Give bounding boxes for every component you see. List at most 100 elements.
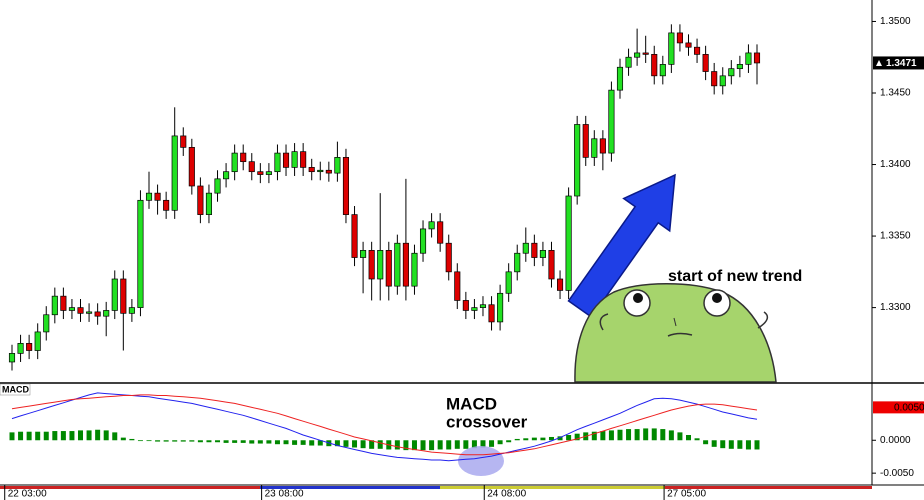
histogram-bar bbox=[420, 440, 426, 451]
histogram-bar bbox=[112, 432, 118, 441]
histogram-bar bbox=[249, 440, 255, 444]
candle-body bbox=[51, 295, 58, 316]
session-strip bbox=[440, 486, 665, 489]
histogram-bar bbox=[352, 440, 358, 448]
histogram-bar bbox=[129, 438, 135, 441]
histogram-bar bbox=[557, 436, 563, 441]
y-tick-label: 0.0000 bbox=[880, 435, 911, 446]
histogram-bar bbox=[737, 440, 743, 449]
histogram-bar bbox=[95, 429, 101, 441]
y-tick-label: 1.3350 bbox=[880, 231, 911, 242]
candle-body bbox=[394, 242, 401, 287]
histogram-bar bbox=[626, 429, 632, 441]
candle-body bbox=[488, 304, 495, 323]
candle-body bbox=[34, 331, 41, 351]
candle-body bbox=[171, 135, 178, 211]
panel-label: MACD bbox=[2, 384, 29, 394]
candle-body bbox=[711, 71, 718, 87]
x-tick-label: 24 08:00 bbox=[487, 489, 526, 500]
candle-body bbox=[342, 157, 350, 215]
candle-body bbox=[197, 185, 204, 215]
candle-body bbox=[385, 250, 392, 287]
candle-body bbox=[531, 242, 538, 258]
y-tick-label: 1.3300 bbox=[880, 302, 911, 313]
histogram-bar bbox=[317, 440, 323, 446]
annotation: MACD bbox=[446, 394, 497, 413]
histogram-bar bbox=[394, 440, 400, 450]
histogram-bar bbox=[215, 440, 221, 443]
y-tick-label: 1.3500 bbox=[880, 16, 911, 27]
histogram-bar bbox=[489, 440, 495, 447]
histogram-bar bbox=[497, 440, 503, 445]
session-strip bbox=[260, 486, 440, 489]
candle-body bbox=[334, 157, 341, 174]
histogram-bar bbox=[155, 440, 161, 442]
histogram-bar bbox=[232, 440, 238, 443]
histogram-bar bbox=[745, 440, 751, 450]
histogram-bar bbox=[274, 440, 280, 445]
histogram-bar bbox=[197, 440, 203, 443]
candle-body bbox=[411, 252, 418, 287]
candle-body bbox=[368, 250, 375, 280]
candle-body bbox=[8, 353, 16, 363]
candle-body bbox=[205, 192, 213, 215]
histogram-bar bbox=[369, 440, 375, 449]
candle-body bbox=[445, 242, 452, 273]
candle-body bbox=[103, 310, 110, 317]
histogram-bar bbox=[172, 440, 178, 442]
histogram-bar bbox=[103, 430, 109, 441]
candle-body bbox=[651, 54, 658, 77]
histogram-bar bbox=[540, 437, 546, 441]
histogram-bar bbox=[189, 440, 195, 442]
histogram-bar bbox=[651, 428, 657, 441]
histogram-bar bbox=[292, 440, 298, 445]
candle-body bbox=[719, 75, 726, 87]
candle-body bbox=[214, 178, 221, 194]
candle-body bbox=[676, 32, 683, 44]
x-tick-label: 27 05:00 bbox=[667, 489, 706, 500]
annotation: crossover bbox=[446, 412, 528, 431]
candle-body bbox=[17, 343, 24, 354]
candle-body bbox=[137, 199, 144, 308]
candle-body bbox=[163, 199, 170, 211]
histogram-bar bbox=[377, 440, 383, 449]
histogram-bar bbox=[180, 440, 186, 442]
histogram-bar bbox=[523, 438, 529, 441]
histogram-bar bbox=[711, 440, 717, 447]
candle-body bbox=[223, 171, 230, 180]
candle-body bbox=[745, 52, 752, 65]
candle-body bbox=[282, 152, 290, 168]
y-tick-label: 1.3450 bbox=[880, 88, 911, 99]
histogram-bar bbox=[694, 438, 700, 441]
histogram-bar bbox=[137, 440, 143, 442]
histogram-bar bbox=[600, 431, 606, 441]
candle-body bbox=[154, 192, 161, 201]
candle-body bbox=[574, 124, 581, 197]
histogram-bar bbox=[35, 431, 41, 441]
histogram-bar bbox=[43, 431, 49, 441]
candle-body bbox=[522, 242, 529, 254]
candle-body bbox=[231, 152, 238, 173]
candle-body bbox=[402, 242, 409, 287]
histogram-bar bbox=[78, 430, 84, 441]
candle-body bbox=[591, 138, 598, 158]
candle-body bbox=[428, 221, 435, 230]
candle-body bbox=[694, 46, 701, 55]
candle-body bbox=[43, 314, 50, 333]
candle-body bbox=[291, 151, 298, 168]
candle-body bbox=[505, 271, 512, 294]
last-price-label: 1.3471 bbox=[886, 58, 917, 69]
candle-body bbox=[145, 192, 153, 201]
candle-body bbox=[325, 169, 332, 174]
candle-body bbox=[625, 56, 632, 68]
histogram-bar bbox=[685, 435, 691, 441]
histogram-bar bbox=[720, 440, 726, 449]
candle-body bbox=[514, 252, 521, 273]
candle-body bbox=[685, 42, 692, 48]
candle-body bbox=[616, 66, 624, 91]
histogram-bar bbox=[26, 431, 32, 441]
histogram-bar bbox=[283, 440, 289, 445]
histogram-bar bbox=[309, 440, 315, 446]
